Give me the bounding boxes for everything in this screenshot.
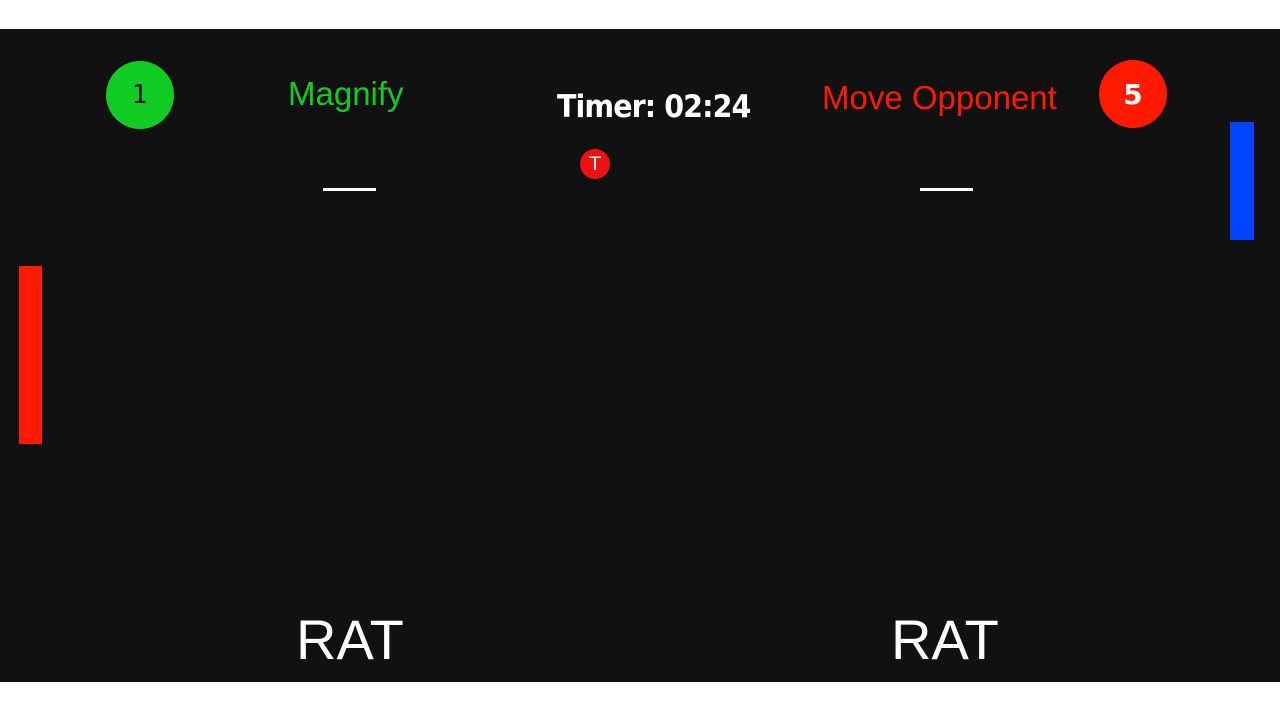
left-powerup-indicator — [323, 188, 376, 191]
ball: T — [580, 149, 610, 179]
left-score-badge: 1 — [106, 61, 174, 129]
right-player-name: RAT — [891, 608, 999, 671]
left-player-name: RAT — [296, 608, 404, 671]
left-powerup-label: Magnify — [288, 75, 404, 112]
right-powerup-indicator — [920, 188, 973, 191]
game-canvas[interactable]: 1 Magnify Timer: 02:24 Move Opponent 5 T… — [0, 29, 1280, 682]
right-paddle[interactable] — [1230, 122, 1254, 240]
left-paddle[interactable] — [19, 266, 42, 444]
timer-display: Timer: 02:24 — [557, 89, 751, 125]
right-score-badge: 5 — [1099, 60, 1167, 128]
right-powerup-label: Move Opponent — [822, 79, 1057, 116]
